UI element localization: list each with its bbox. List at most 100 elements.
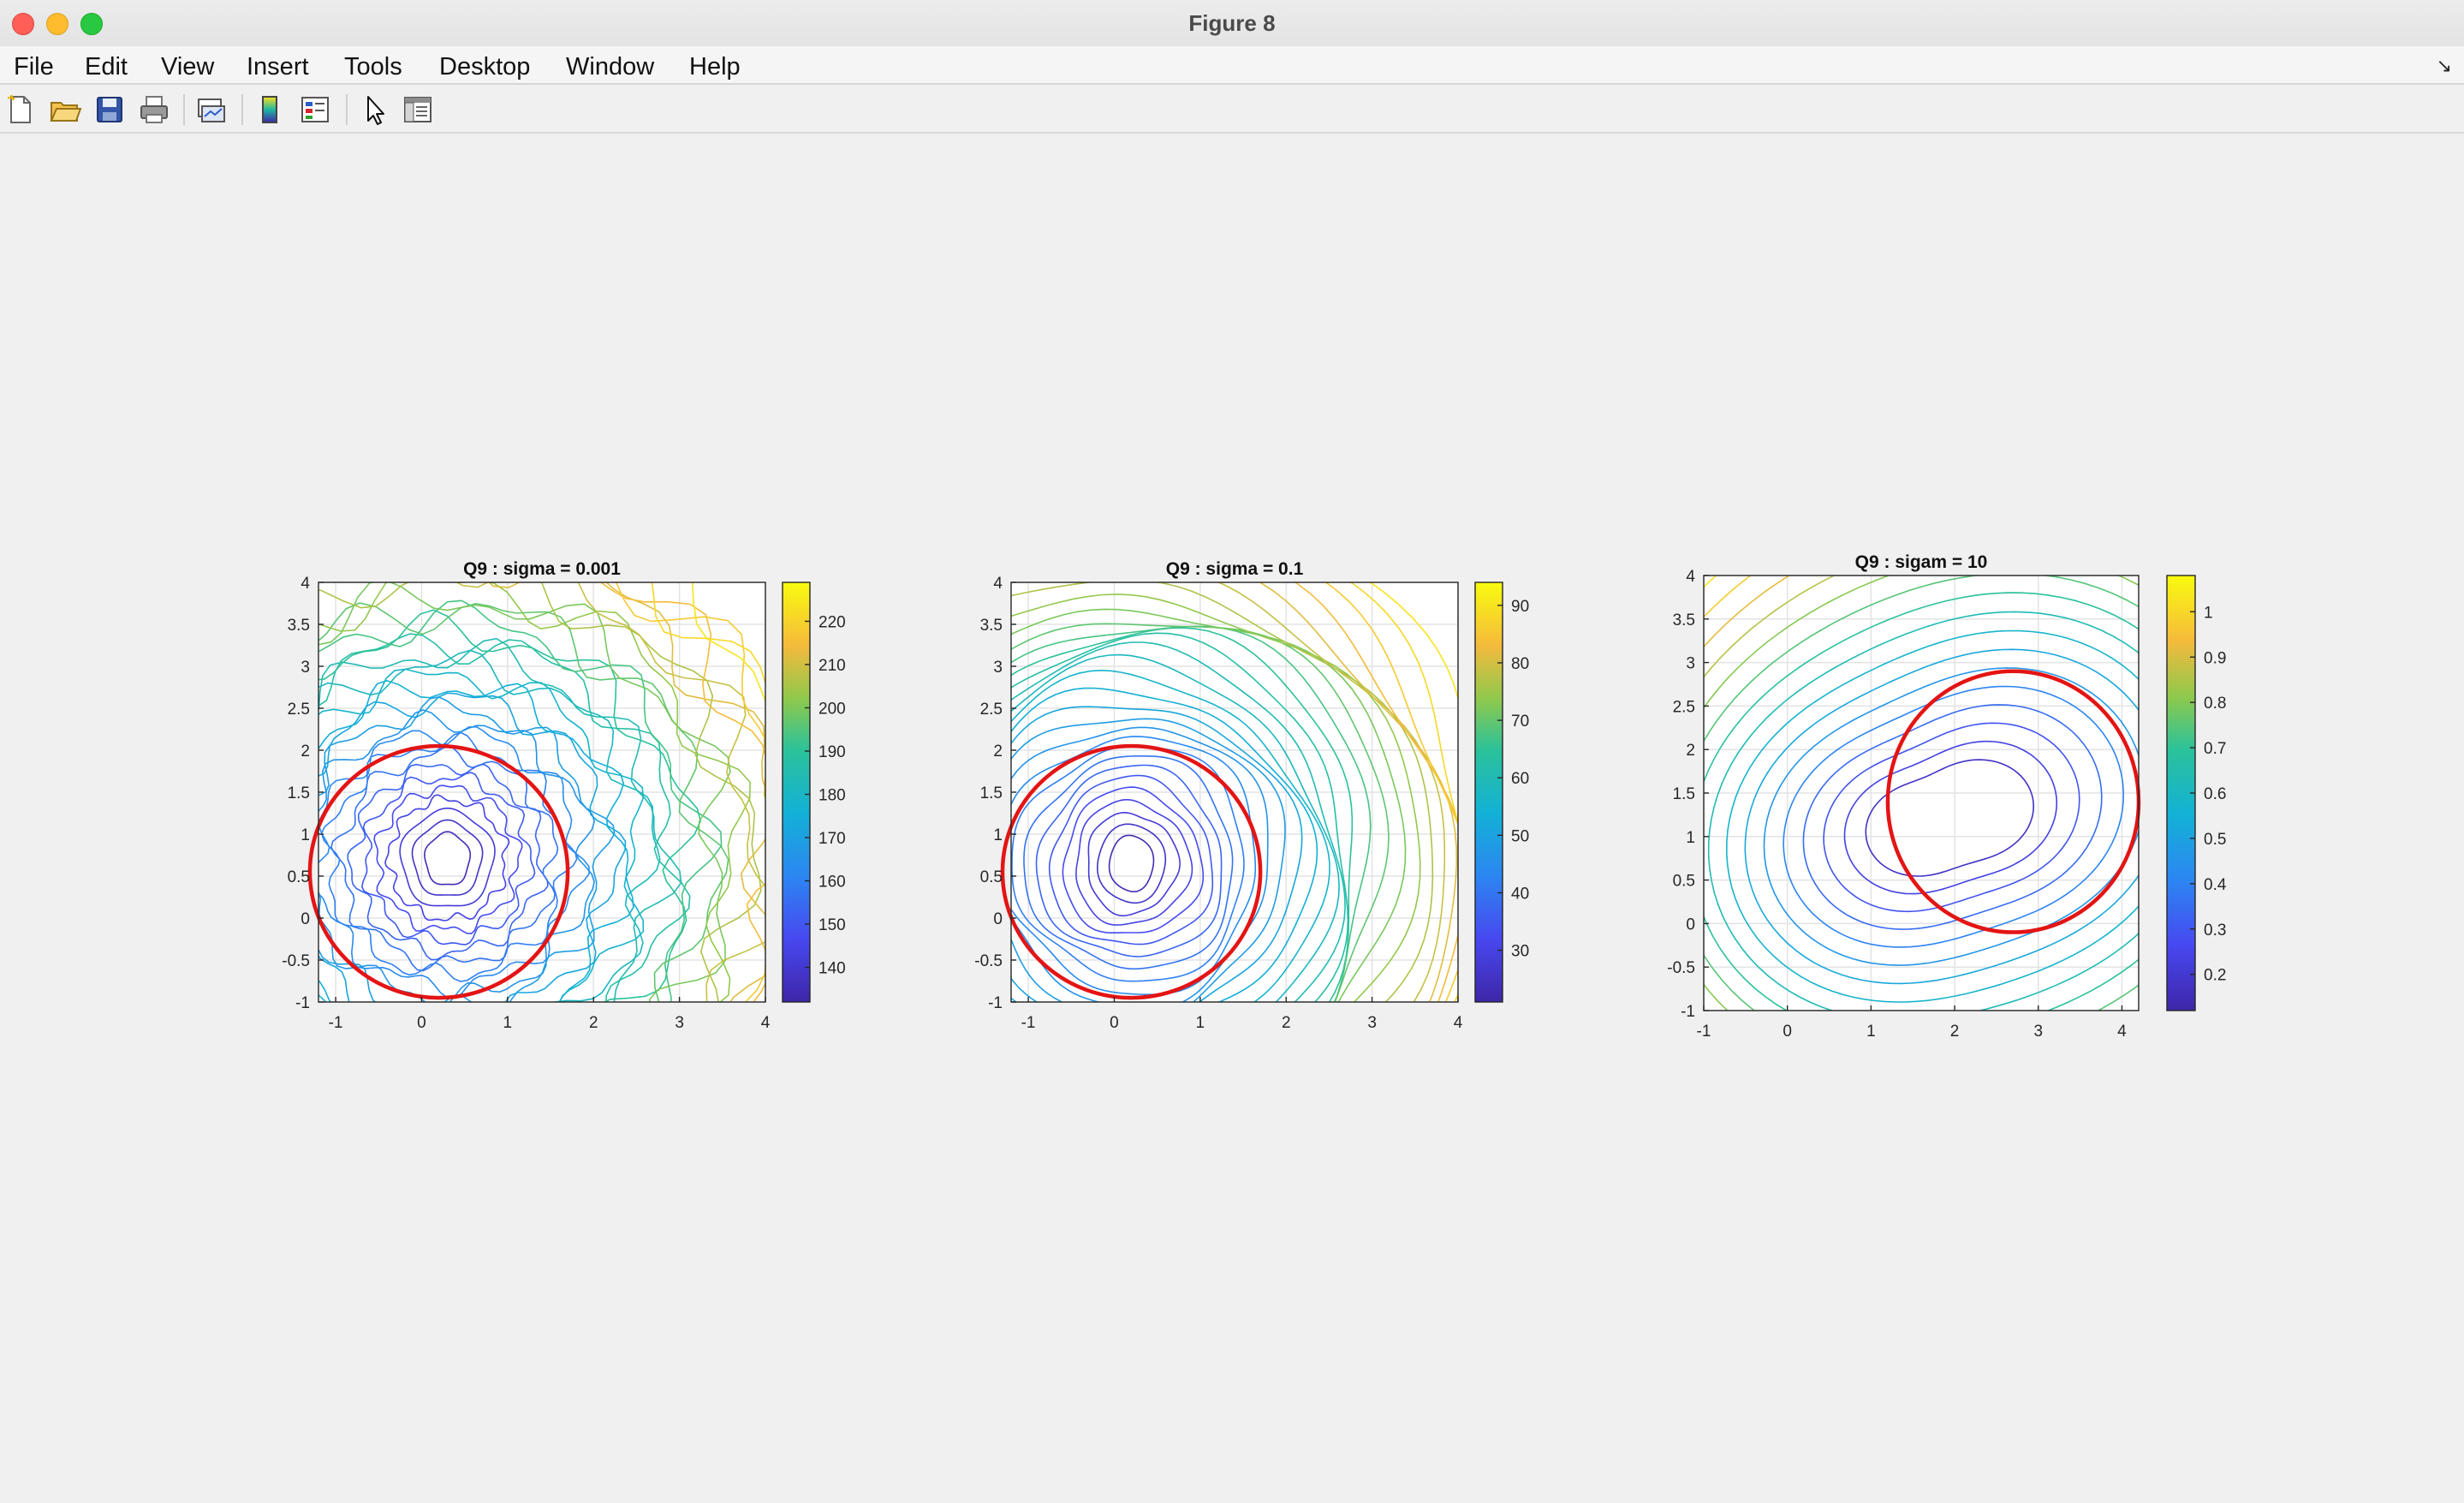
colorbar	[782, 582, 811, 1003]
contour-lines	[1011, 582, 1458, 1002]
y-tick-label: 0.5	[1673, 873, 1695, 891]
contour-line	[1744, 648, 2139, 985]
contour-line	[318, 633, 691, 1002]
subplot-3-title: Q9 : sigam = 10	[1855, 552, 1988, 572]
property-inspector-icon[interactable]	[401, 92, 435, 127]
y-tick-label: 1	[993, 826, 1003, 844]
y-tick-label: -0.5	[282, 952, 310, 970]
x-tick-label: 3	[2033, 1023, 2043, 1041]
close-window-button[interactable]	[12, 13, 34, 35]
contour-line	[455, 582, 765, 1002]
toolbar-separator	[183, 94, 185, 125]
x-tick-label: 4	[761, 1014, 771, 1032]
contour-line	[318, 649, 661, 1002]
minimize-window-button[interactable]	[46, 13, 68, 35]
menu-edit[interactable]: Edit	[85, 53, 128, 81]
contour-line	[318, 725, 590, 999]
contour-line	[1763, 667, 2139, 966]
edit-plot-cursor-icon[interactable]	[358, 92, 392, 127]
menu-bar: File Edit View Insert Tools Desktop Wind…	[0, 46, 2464, 85]
x-tick-label: 3	[1367, 1014, 1377, 1032]
contour-line	[1011, 726, 1269, 1002]
window-title-bar: Figure 8	[0, 0, 2464, 47]
contour-line	[320, 731, 578, 982]
colorbar-tick-label: 220	[818, 613, 846, 631]
dock-arrow-icon[interactable]: ↘	[2436, 55, 2452, 76]
x-tick-label: 2	[1282, 1014, 1291, 1032]
contour-line	[1011, 582, 1434, 1002]
figure-toolbar	[0, 86, 2464, 134]
x-tick-label: 1	[1196, 1014, 1205, 1032]
colorbar-tick-label: 30	[1511, 943, 1529, 961]
colorbar-tick-label: 0.2	[2204, 967, 2226, 985]
print-icon[interactable]	[137, 92, 171, 127]
y-tick-label: -1	[988, 994, 1003, 1012]
y-tick-label: 2.5	[1673, 698, 1695, 716]
menu-tools[interactable]: Tools	[344, 53, 402, 81]
x-tick-label: 0	[1783, 1023, 1792, 1041]
new-figure-icon[interactable]	[3, 92, 38, 127]
x-tick-label: 0	[417, 1014, 426, 1032]
contour-line	[1075, 798, 1193, 926]
red-circle-marker	[1000, 743, 1263, 1000]
y-tick-label: 1	[301, 826, 310, 844]
contour-line	[1707, 611, 2139, 1011]
y-tick-label: 0	[993, 910, 1003, 928]
colorbar	[1474, 582, 1503, 1003]
y-tick-label: 4	[993, 575, 1003, 593]
y-tick-label: 3.5	[980, 617, 1003, 635]
y-tick-label: 1.5	[288, 784, 310, 802]
red-circle-marker	[307, 743, 570, 1000]
open-file-icon[interactable]	[48, 92, 82, 127]
contour-line	[1011, 745, 1245, 982]
colorbar-tick-label: 0.6	[2204, 785, 2226, 803]
menu-insert[interactable]: Insert	[247, 53, 309, 81]
y-tick-label: 2.5	[288, 701, 310, 719]
colorbar-tick-label: 180	[818, 787, 846, 805]
contour-line	[318, 695, 616, 1002]
colorbar-tick-label: 190	[818, 743, 846, 761]
y-tick-label: 0.5	[980, 868, 1003, 886]
contour-line	[318, 582, 752, 1002]
y-tick-label: 1.5	[980, 784, 1003, 802]
colorbar-tick-label: 0.5	[2204, 831, 2226, 849]
colorbar-tick-label: 210	[818, 657, 846, 675]
contour-line	[373, 784, 523, 934]
insert-colorbar-icon[interactable]	[253, 92, 288, 127]
colorbar-tick-label: 160	[818, 874, 846, 892]
y-tick-label: 0	[1686, 916, 1695, 933]
contour-line	[318, 679, 634, 1002]
contour-line	[1011, 608, 1407, 1002]
contour-line	[318, 602, 729, 1002]
colorbar-tick-label: 70	[1511, 713, 1529, 731]
contour-line	[318, 609, 702, 1002]
link-plot-icon[interactable]	[193, 92, 228, 127]
y-tick-label: 4	[1686, 568, 1695, 586]
save-icon[interactable]	[92, 92, 127, 127]
colorbar-tick-label: 150	[818, 916, 846, 934]
y-tick-label: 2	[1686, 742, 1695, 760]
insert-legend-icon[interactable]	[298, 92, 332, 127]
colorbar-tick-label: 80	[1511, 655, 1529, 673]
y-tick-label: 3	[301, 659, 310, 677]
y-tick-label: -0.5	[1667, 959, 1695, 977]
y-tick-label: 1.5	[1673, 785, 1695, 803]
colorbar-tick-label: 170	[818, 830, 846, 848]
contour-line	[318, 582, 762, 1002]
menu-window[interactable]: Window	[566, 53, 655, 81]
menu-desktop[interactable]: Desktop	[439, 53, 531, 81]
colorbar-tick-label: 40	[1511, 885, 1529, 903]
maximize-window-button[interactable]	[80, 13, 103, 35]
colorbar-tick-label: 0.7	[2204, 740, 2226, 758]
toolbar-separator	[241, 94, 243, 125]
colorbar-tick-label: 0.9	[2204, 649, 2226, 667]
x-tick-label: 0	[1110, 1014, 1119, 1032]
colorbar-tick-label: 0.4	[2204, 876, 2227, 894]
menu-file[interactable]: File	[14, 53, 54, 81]
y-tick-label: 3	[993, 659, 1003, 677]
contour-line	[424, 831, 472, 886]
menu-view[interactable]: View	[161, 53, 215, 81]
y-tick-label: -0.5	[974, 952, 1003, 970]
menu-help[interactable]: Help	[689, 53, 741, 81]
y-tick-label: 3	[1686, 655, 1695, 673]
